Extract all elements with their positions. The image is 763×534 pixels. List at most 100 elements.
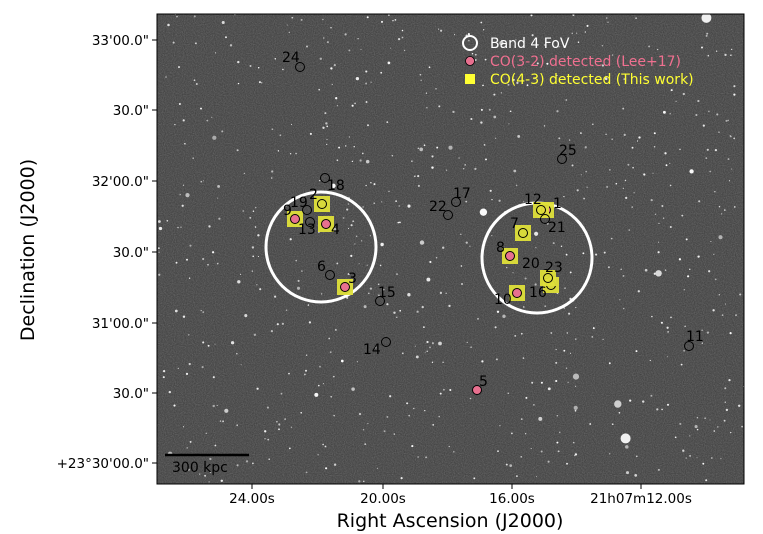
- star: [203, 180, 204, 182]
- star: [481, 360, 484, 363]
- star: [352, 220, 355, 223]
- star: [727, 119, 729, 122]
- star: [173, 404, 176, 407]
- star: [288, 447, 291, 450]
- star: [189, 440, 192, 443]
- star: [369, 287, 373, 290]
- star: [333, 415, 335, 417]
- star: [634, 474, 638, 477]
- star: [727, 158, 730, 161]
- star: [348, 227, 349, 229]
- star: [212, 404, 215, 408]
- star: [509, 110, 512, 113]
- star: [403, 49, 406, 52]
- star: [525, 433, 527, 435]
- star: [715, 50, 718, 52]
- star: [172, 41, 175, 44]
- star: [524, 277, 527, 280]
- star: [623, 78, 625, 80]
- star: [282, 68, 284, 71]
- source-label: 25: [559, 143, 577, 159]
- star: [380, 71, 383, 74]
- star: [586, 186, 588, 188]
- star: [431, 155, 434, 158]
- star: [370, 81, 372, 83]
- star: [614, 400, 622, 408]
- star: [707, 54, 710, 57]
- star: [564, 287, 566, 289]
- star: [547, 387, 551, 391]
- star: [585, 170, 587, 173]
- star: [388, 14, 390, 16]
- star: [449, 388, 452, 392]
- star: [733, 93, 736, 96]
- star: [351, 104, 354, 107]
- star: [237, 82, 240, 85]
- star: [689, 268, 691, 270]
- star: [194, 42, 197, 45]
- source-label: 19: [290, 195, 308, 211]
- star: [388, 190, 390, 193]
- star: [338, 146, 341, 149]
- star: [706, 32, 709, 35]
- star: [680, 363, 683, 366]
- star: [393, 311, 396, 314]
- star: [701, 342, 703, 344]
- star: [162, 376, 165, 379]
- star: [550, 332, 553, 334]
- source-label: 21: [548, 220, 566, 236]
- star: [350, 254, 353, 257]
- star: [566, 462, 568, 465]
- star: [682, 449, 685, 452]
- star: [571, 32, 573, 34]
- star: [245, 460, 249, 463]
- star: [576, 189, 579, 192]
- star: [713, 430, 716, 432]
- star: [705, 34, 708, 37]
- star: [664, 152, 667, 155]
- star: [661, 204, 664, 208]
- star-field: [157, 14, 744, 483]
- legend-co32-symbol: [465, 56, 475, 66]
- star: [604, 77, 608, 81]
- star: [177, 66, 181, 69]
- star: [631, 206, 633, 208]
- star: [208, 225, 211, 228]
- star: [460, 233, 462, 236]
- star: [386, 121, 389, 123]
- star: [157, 220, 161, 223]
- star: [557, 450, 560, 453]
- star: [382, 288, 385, 291]
- source-open-marker: [381, 337, 391, 347]
- star: [592, 327, 595, 330]
- star: [669, 162, 671, 164]
- star: [729, 332, 732, 335]
- legend: Band 4 FoV CO(3-2) detected (Lee+17) CO(…: [462, 35, 694, 88]
- star: [603, 251, 606, 254]
- star: [714, 148, 718, 152]
- star: [712, 309, 715, 312]
- y-tick-label: 30.0": [113, 103, 149, 119]
- star: [188, 277, 191, 279]
- star: [399, 221, 401, 224]
- star: [569, 271, 572, 274]
- star: [731, 168, 733, 170]
- star: [397, 37, 401, 41]
- star: [474, 53, 477, 56]
- star: [469, 245, 471, 247]
- star: [158, 273, 161, 276]
- star: [325, 467, 328, 470]
- star: [631, 146, 634, 149]
- star: [493, 93, 496, 96]
- star: [739, 293, 742, 296]
- star: [533, 77, 536, 80]
- star: [346, 297, 349, 299]
- star: [500, 92, 503, 94]
- star: [386, 415, 389, 418]
- y-tick-label: 32'00.0": [92, 174, 149, 190]
- star: [237, 60, 240, 64]
- star: [206, 119, 209, 122]
- star: [300, 18, 303, 21]
- star: [202, 311, 205, 313]
